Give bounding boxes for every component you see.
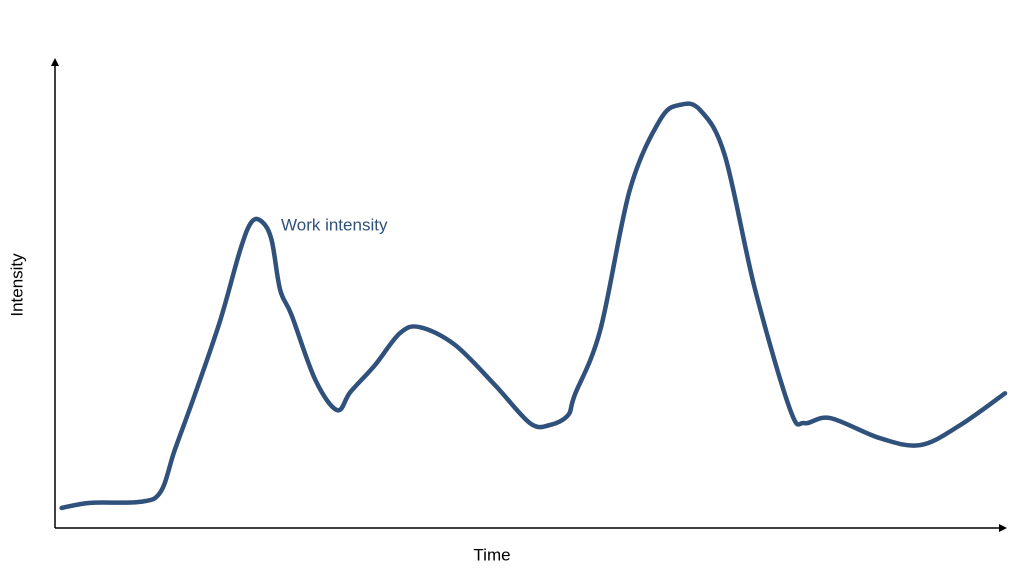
y-axis-label: Intensity bbox=[7, 253, 26, 317]
data-line bbox=[59, 101, 1008, 511]
series-label: Work intensity bbox=[281, 215, 388, 234]
x-axis-label: Time bbox=[473, 545, 510, 564]
